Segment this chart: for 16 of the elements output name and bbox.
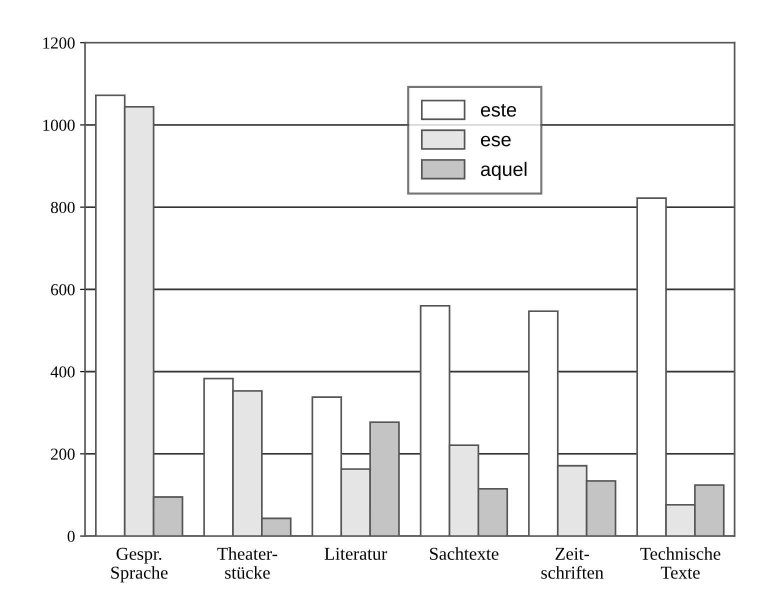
x-tick-label: Technische Texte [640,547,720,579]
x-tick-label: Theater- stücke [217,547,278,579]
legend-label: este [480,104,516,117]
y-tick-label: 800 [50,202,75,214]
x-tick-label: Gespr. Sprache [111,548,168,582]
x-tick-label: Zeit- schriften [541,548,604,579]
x-tick-label: Sachtexte [430,547,498,560]
x-tick-label: Literatur [324,548,388,560]
y-tick-label: 1000 [43,120,75,131]
legend-label: ese [480,136,511,146]
y-tick-label: 1200 [43,37,75,49]
y-tick-label: 0 [68,530,75,542]
y-tick-label: 400 [50,366,75,378]
y-tick-label: 600 [51,284,75,296]
y-tick-label: 200 [51,448,75,460]
legend-label: aquel [480,162,526,180]
